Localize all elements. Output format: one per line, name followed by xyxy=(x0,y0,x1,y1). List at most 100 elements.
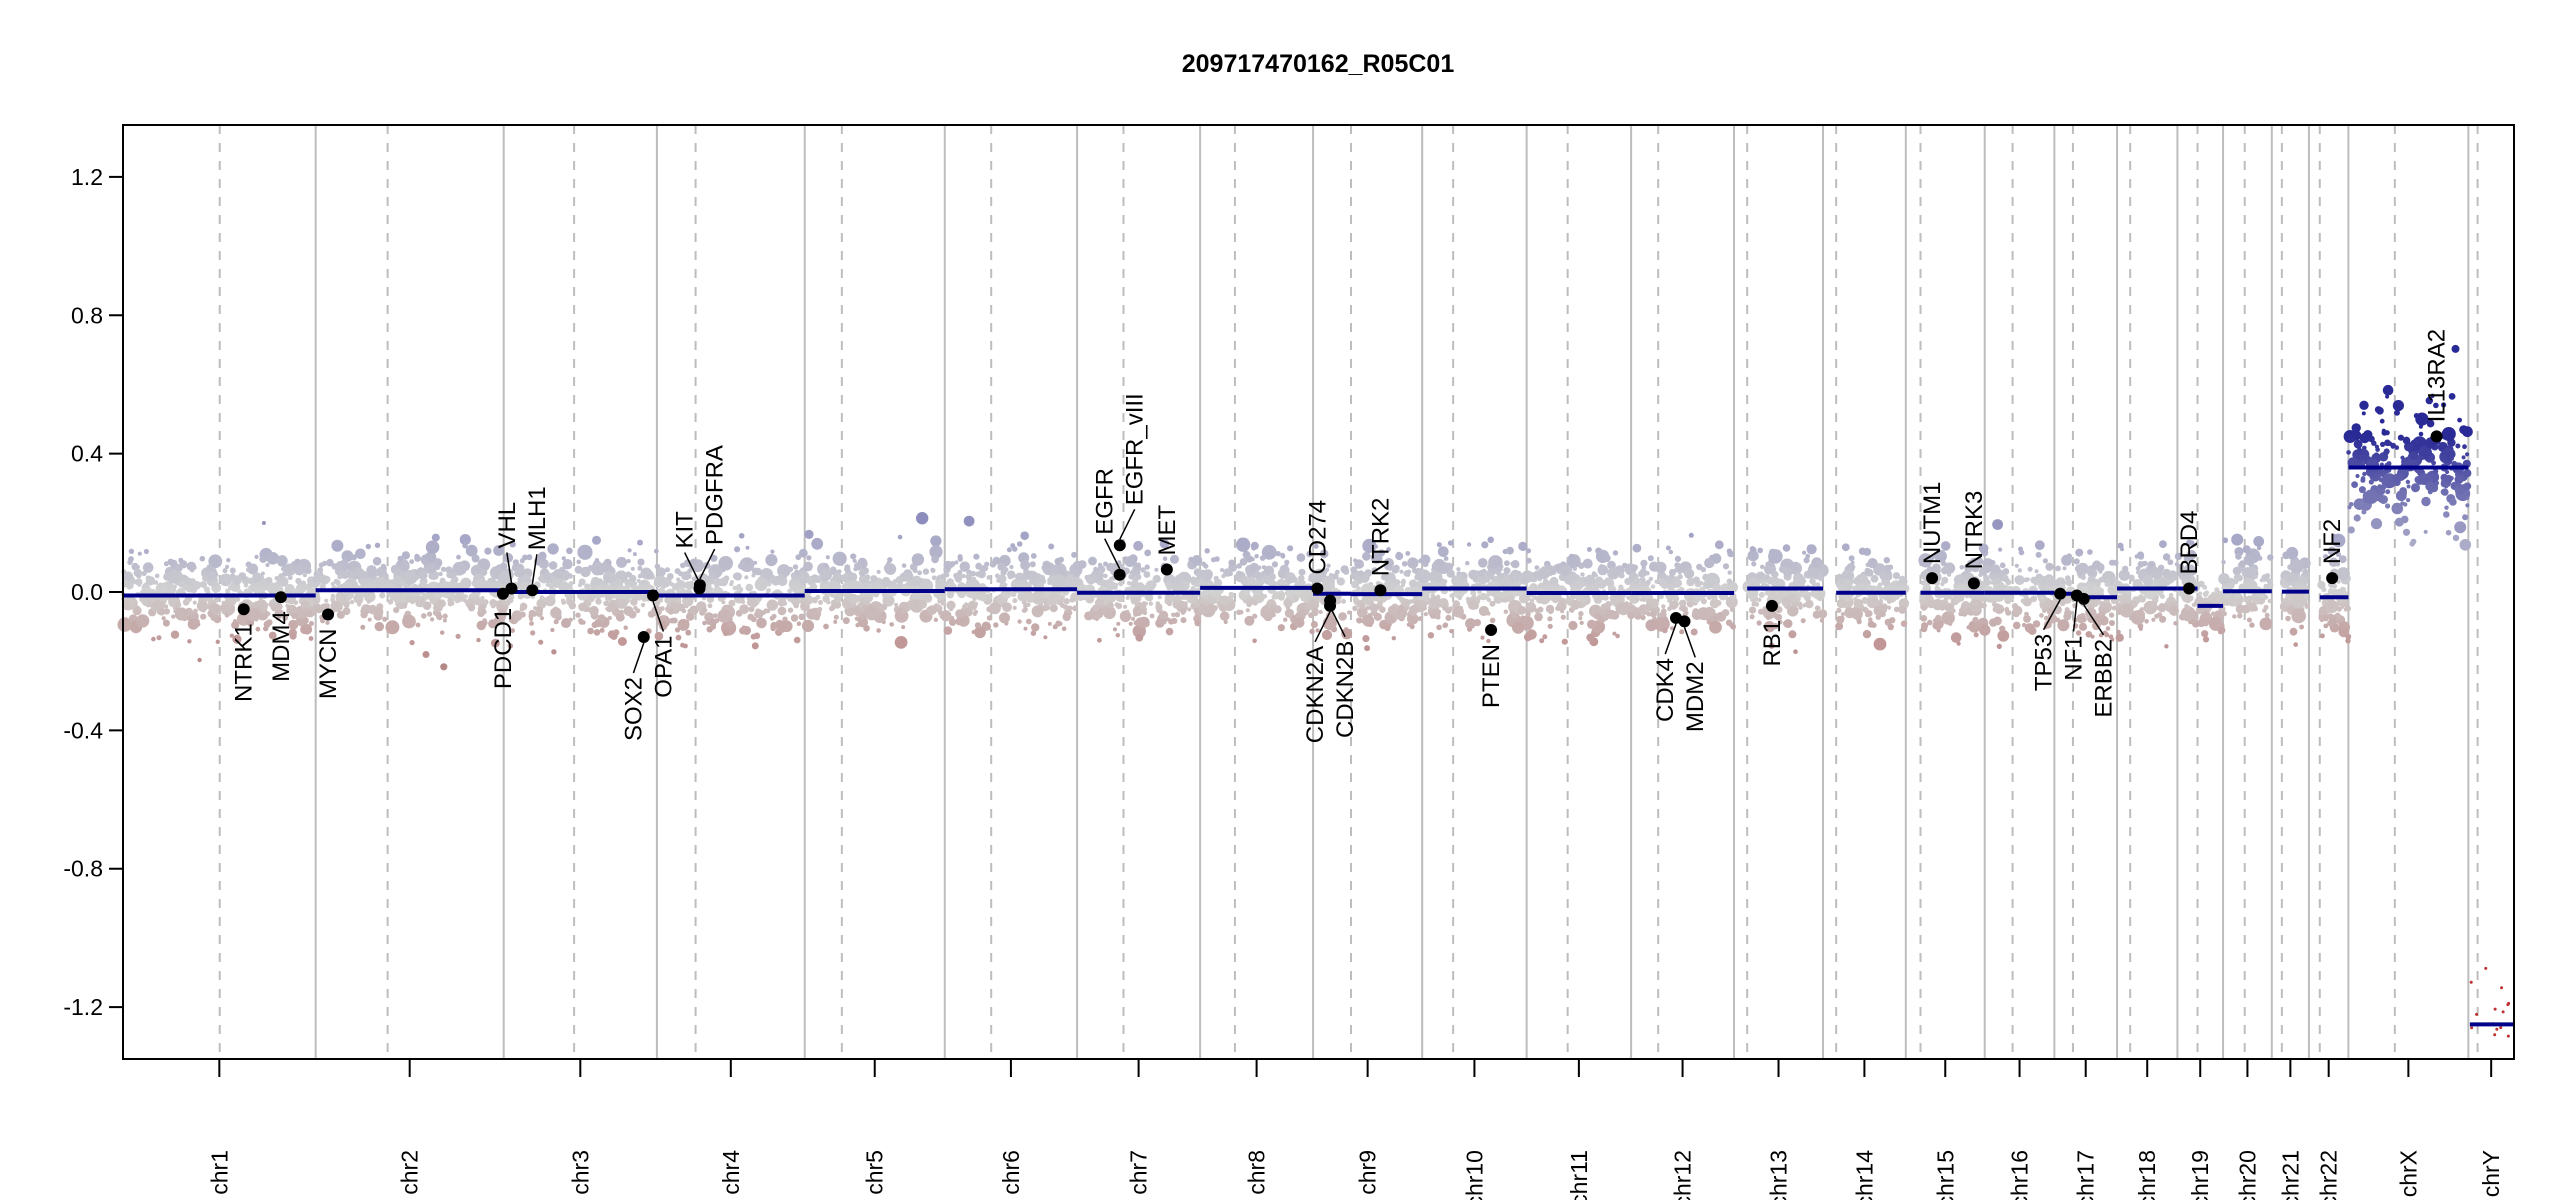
gene-label: MLH1 xyxy=(524,486,551,550)
probe-point xyxy=(1477,589,1482,595)
probe-point xyxy=(127,582,134,589)
probe-point xyxy=(790,614,799,622)
probe-point xyxy=(727,620,735,628)
probe-point xyxy=(1747,550,1759,562)
probe-point xyxy=(1772,623,1779,630)
probe-point xyxy=(1242,589,1249,596)
probe-point xyxy=(616,556,628,568)
probe-point xyxy=(2370,518,2383,530)
probe-point xyxy=(365,543,371,550)
probe-point xyxy=(1848,555,1855,562)
probe-point xyxy=(1500,576,1512,589)
probe-point xyxy=(2145,566,2152,572)
probe-point xyxy=(1357,570,1365,577)
probe-point xyxy=(1236,563,1242,569)
probe-point xyxy=(847,607,855,615)
probe-point xyxy=(2017,568,2022,573)
probe-point xyxy=(2484,966,2488,970)
x-tick-label: chr1 xyxy=(206,1150,232,1195)
probe-point xyxy=(1148,601,1153,606)
probe-point xyxy=(1574,580,1584,590)
probe-point xyxy=(1728,552,1733,557)
probe-point xyxy=(266,552,280,565)
probe-point xyxy=(236,588,242,594)
probe-point xyxy=(1467,626,1473,632)
probe-point xyxy=(1730,623,1736,630)
probe-point xyxy=(822,595,830,603)
probe-point xyxy=(738,562,745,570)
probe-point xyxy=(1229,592,1235,599)
probe-point xyxy=(2457,483,2462,488)
probe-point xyxy=(1181,593,1188,600)
probe-point xyxy=(2359,400,2369,410)
x-tick-label: chr15 xyxy=(1932,1150,1958,1200)
probe-point xyxy=(1093,593,1098,598)
probe-point xyxy=(379,592,386,599)
probe-point xyxy=(1417,616,1423,622)
probe-point xyxy=(2374,406,2383,414)
probe-point xyxy=(2108,612,2115,618)
probe-point xyxy=(1240,579,1247,585)
probe-point xyxy=(1424,591,1430,597)
probe-point xyxy=(1412,595,1418,600)
probe-point xyxy=(1301,580,1306,586)
probe-point xyxy=(977,569,986,579)
probe-point xyxy=(1369,603,1379,613)
probe-point xyxy=(970,570,976,577)
probe-point xyxy=(2322,601,2327,607)
gene-label: EGFR_vIII xyxy=(1122,393,1149,505)
probe-point xyxy=(1835,622,1844,631)
gene-label: CDKN2A xyxy=(1302,646,1329,743)
probe-point xyxy=(961,591,967,596)
probe-point xyxy=(1088,556,1097,566)
probe-point xyxy=(1598,596,1604,601)
probe-point xyxy=(427,611,433,617)
probe-point xyxy=(1448,606,1453,611)
probe-point xyxy=(680,642,685,648)
probe-point xyxy=(2257,555,2263,561)
probe-point xyxy=(1347,610,1352,615)
probe-point xyxy=(147,563,153,568)
probe-point xyxy=(597,614,606,622)
probe-point xyxy=(1381,573,1388,581)
probe-point xyxy=(1686,597,1694,604)
probe-point xyxy=(349,600,355,605)
probe-point xyxy=(493,545,504,556)
probe-point xyxy=(2105,626,2111,631)
probe-point xyxy=(417,595,423,601)
probe-point xyxy=(208,554,223,569)
probe-point xyxy=(762,571,772,580)
gene-point xyxy=(693,579,706,592)
probe-point xyxy=(1101,604,1106,609)
probe-point xyxy=(2024,611,2029,617)
probe-point xyxy=(931,555,939,564)
probe-point xyxy=(705,613,711,618)
probe-point xyxy=(433,558,443,568)
probe-point xyxy=(552,579,561,588)
probe-point xyxy=(213,596,220,603)
probe-point xyxy=(2033,581,2039,586)
probe-point xyxy=(1596,579,1607,589)
probe-point xyxy=(1994,603,2001,610)
probe-point xyxy=(632,552,637,557)
probe-point xyxy=(739,604,749,615)
probe-point xyxy=(1886,605,1892,610)
probe-point xyxy=(1612,631,1617,636)
probe-point xyxy=(1893,606,1900,613)
probe-point xyxy=(2005,609,2012,616)
probe-point xyxy=(1545,604,1555,614)
probe-point xyxy=(1538,597,1544,602)
probe-point xyxy=(1646,611,1652,617)
probe-point xyxy=(202,574,209,582)
probe-point xyxy=(707,603,713,609)
probe-point xyxy=(290,571,295,576)
probe-point xyxy=(480,568,488,576)
probe-point xyxy=(601,580,606,585)
probe-point xyxy=(2425,481,2436,492)
probe-point xyxy=(1935,614,1942,622)
probe-point xyxy=(2039,613,2044,618)
probe-point xyxy=(2379,418,2385,424)
probe-point xyxy=(1368,596,1374,601)
probe-point xyxy=(1480,593,1486,598)
probe-point xyxy=(664,618,670,624)
